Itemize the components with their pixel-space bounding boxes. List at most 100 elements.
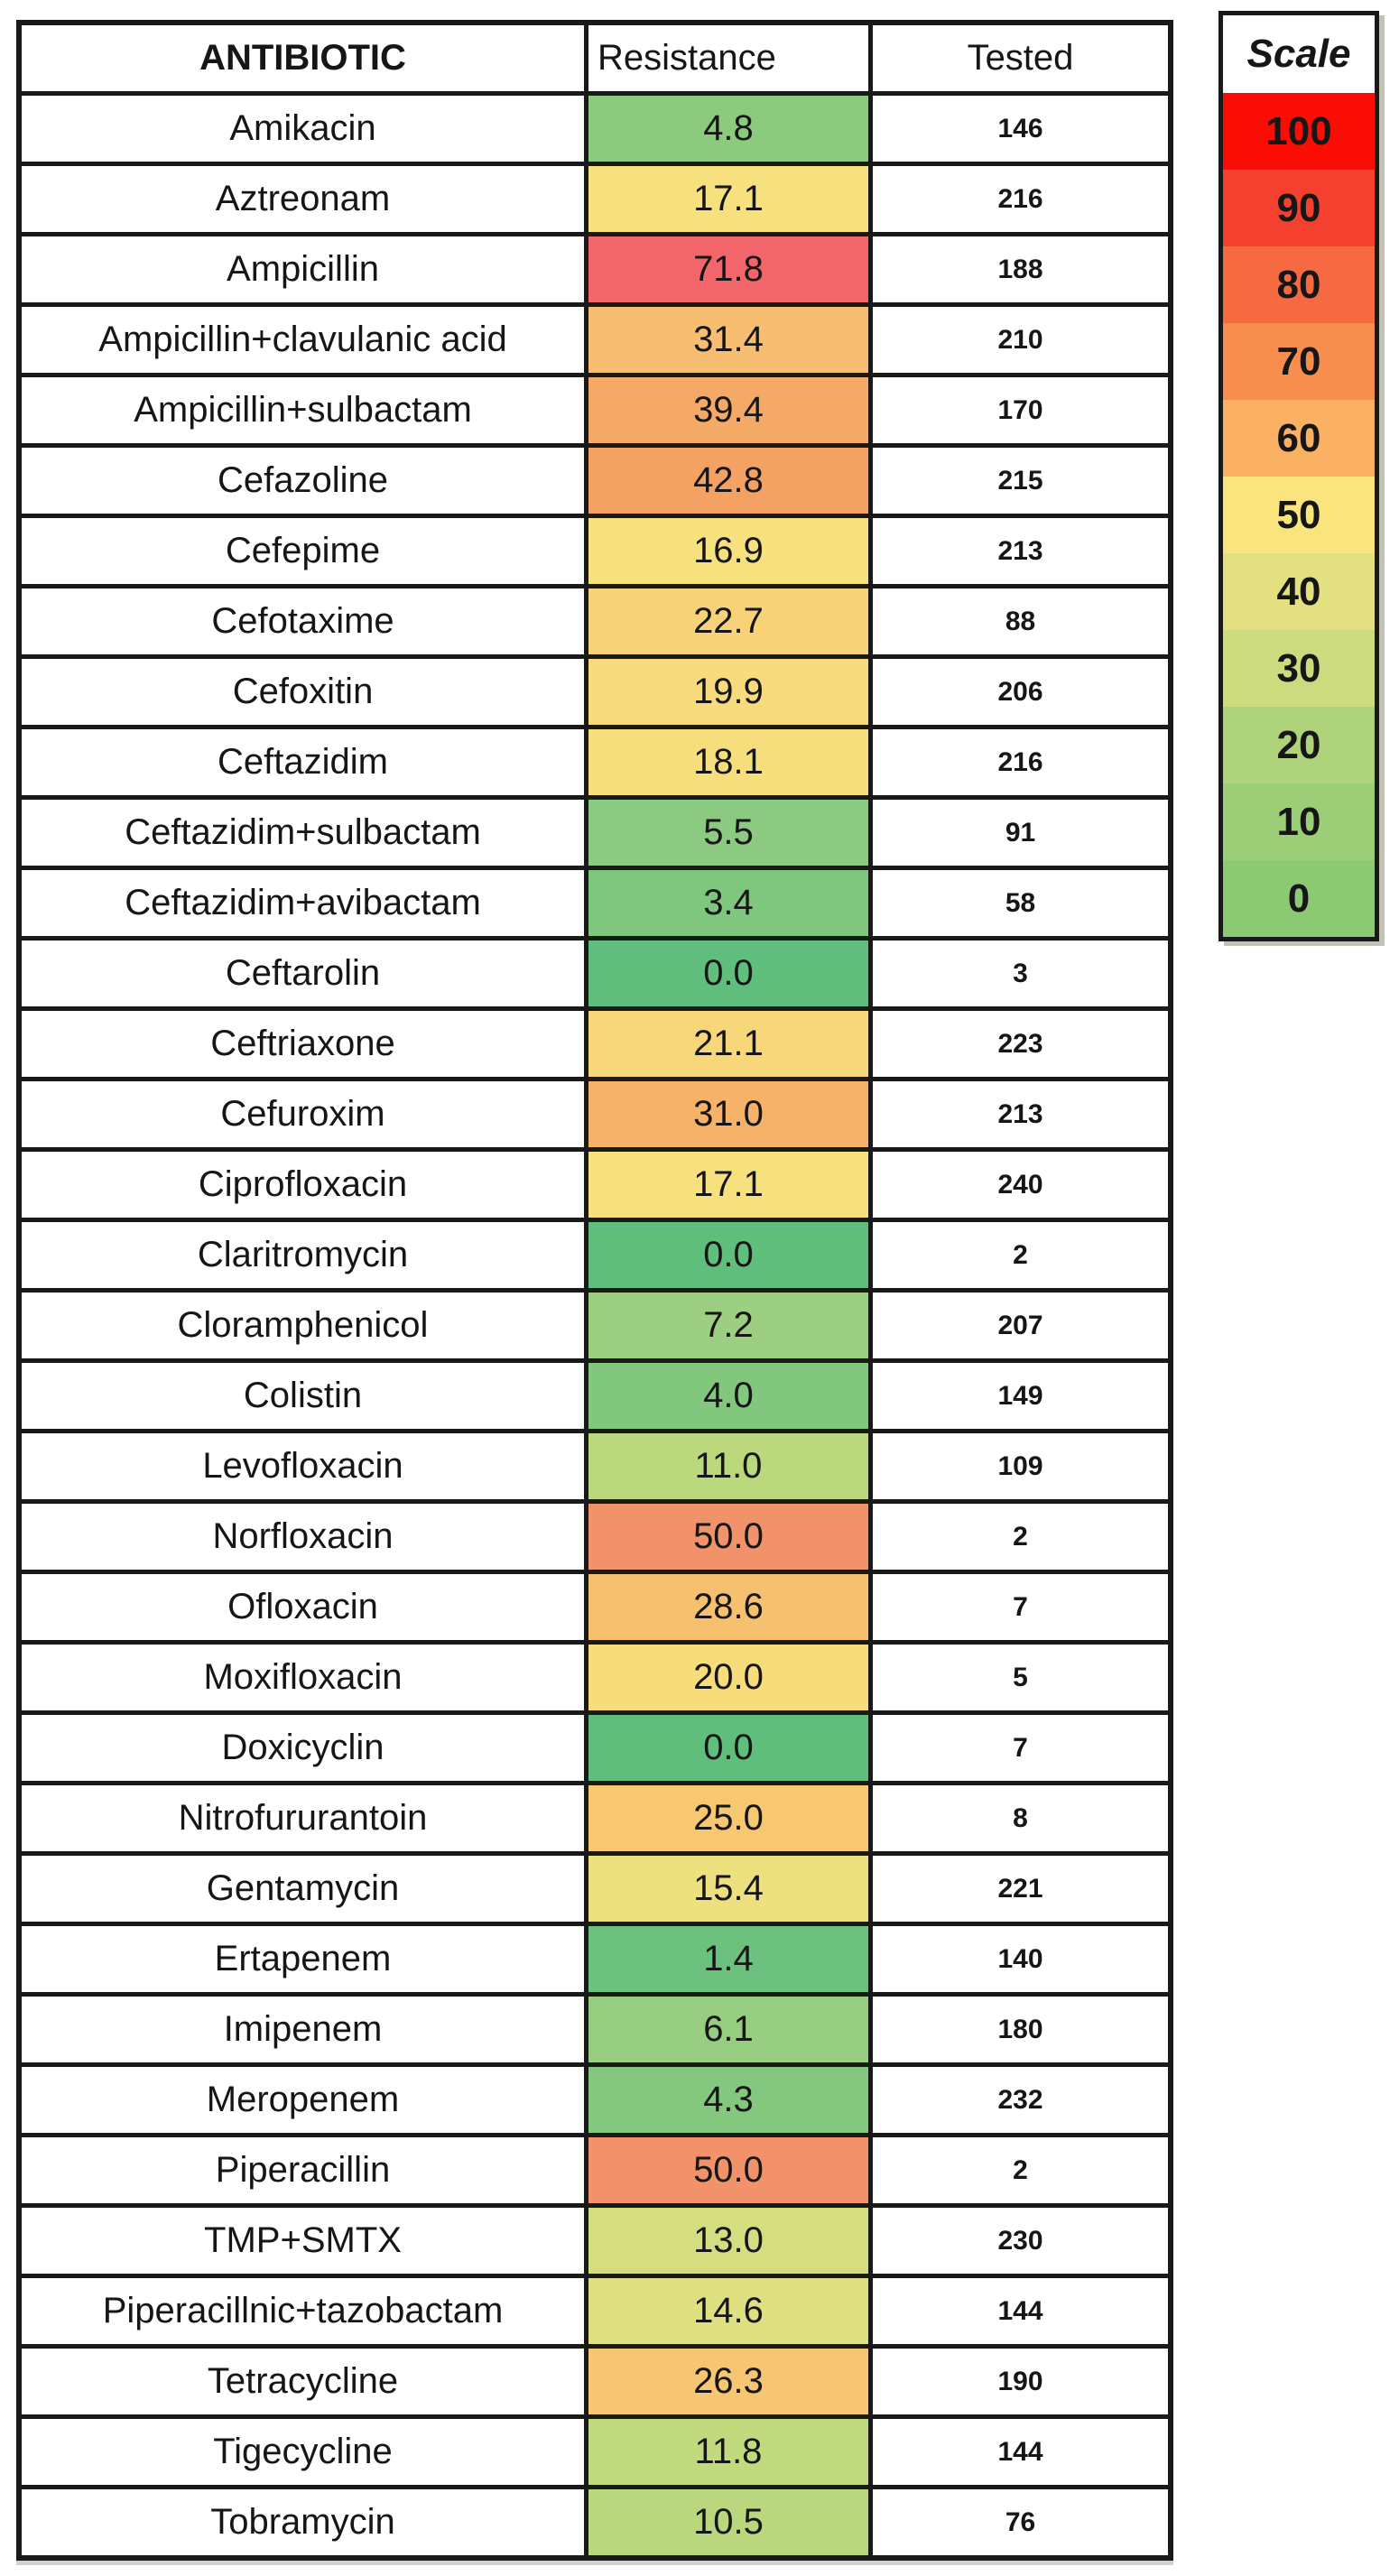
legend-step-label: 90 [1276,185,1321,230]
table-row: Piperacillin 50.0 2 [22,2137,1168,2208]
tested-count: 91 [1005,817,1036,848]
antibiotic-name: Ampicillin+sulbactam [22,377,588,443]
resistance-value-cell: 17.1 [588,166,873,232]
antibiotic-name: Ceftazidim+avibactam [22,870,588,936]
tested-count: 180 [997,2014,1043,2044]
resistance-value-cell: 10.5 [588,2489,873,2555]
resistance-value-cell: 71.8 [588,236,873,302]
legend-step-label: 60 [1276,415,1321,460]
legend-step-label: 40 [1276,569,1321,614]
resistance-value-cell: 22.7 [588,588,873,654]
tested-count: 188 [997,254,1043,284]
tested-count: 146 [997,113,1043,144]
resistance-value-cell: 1.4 [588,1926,873,1992]
tested-count: 109 [997,1450,1043,1481]
resistance-value-cell: 28.6 [588,1574,873,1640]
table-row: Tigecycline 11.8 144 [22,2419,1168,2489]
resistance-value-cell: 25.0 [588,1785,873,1851]
tested-count: 8 [1013,1802,1028,1833]
resistance-value-cell: 4.3 [588,2067,873,2133]
tested-count: 2 [1013,2154,1028,2185]
resistance-value-cell: 4.0 [588,1363,873,1429]
legend-step-label: 50 [1276,492,1321,537]
tested-count: 76 [1005,2507,1036,2537]
legend-step: 50 [1223,477,1375,553]
antibiotic-name: Levofloxacin [22,1433,588,1499]
resistance-value-cell: 20.0 [588,1645,873,1710]
resistance-value-cell: 0.0 [588,941,873,1006]
antibiotic-name: TMP+SMTX [22,2208,588,2274]
antibiotic-name: Gentamycin [22,1856,588,1922]
table-row: Ceftazidim 18.1 216 [22,729,1168,800]
tested-count: 216 [997,183,1043,214]
legend-step: 30 [1223,630,1375,707]
legend-step-label: 100 [1265,108,1332,153]
antibiotic-name: Ampicillin [22,236,588,302]
tested-count: 210 [997,324,1043,355]
tested-count: 2 [1013,1239,1028,1270]
legend-step: 10 [1223,783,1375,860]
table-row: Ceftazidim+sulbactam 5.5 91 [22,800,1168,870]
resistance-value-cell: 42.8 [588,448,873,514]
tested-count: 3 [1013,958,1028,988]
legend-step-label: 10 [1276,799,1321,844]
antibiotic-name: Cloramphenicol [22,1293,588,1358]
table-row: Cefepime 16.9 213 [22,518,1168,588]
antibiotic-name: Ceftarolin [22,941,588,1006]
tested-count: 223 [997,1028,1043,1059]
tested-count: 144 [997,2295,1043,2326]
table-header-row: ANTIBIOTIC Resistance Tested [22,25,1168,96]
tested-count: 5 [1013,1662,1028,1692]
table-row: Ampicillin 71.8 188 [22,236,1168,307]
table-row: Ceftazidim+avibactam 3.4 58 [22,870,1168,941]
table-row: Ertapenem 1.4 140 [22,1926,1168,1997]
antibiotic-name: Meropenem [22,2067,588,2133]
table-row: Colistin 4.0 149 [22,1363,1168,1433]
legend-step: 100 [1223,93,1375,170]
tested-count: 206 [997,676,1043,707]
resistance-value-cell: 18.1 [588,729,873,795]
tested-count: 2 [1013,1521,1028,1552]
antibiotic-name: Ofloxacin [22,1574,588,1640]
table-row: Norfloxacin 50.0 2 [22,1504,1168,1574]
antibiotic-name: Aztreonam [22,166,588,232]
legend-step-label: 0 [1287,876,1311,921]
resistance-value-cell: 39.4 [588,377,873,443]
resistance-value-cell: 14.6 [588,2278,873,2344]
table-row: Gentamycin 15.4 221 [22,1856,1168,1926]
antibiotic-name: Cefoxitin [22,659,588,725]
antibiotic-name: Piperacillin [22,2137,588,2203]
tested-count: 215 [997,465,1043,496]
legend-step: 90 [1223,170,1375,246]
resistance-value-cell: 7.2 [588,1293,873,1358]
column-header-antibiotic: ANTIBIOTIC [22,25,588,91]
antibiotic-name: Cefepime [22,518,588,584]
antibiotic-name: Ampicillin+clavulanic acid [22,307,588,373]
table-row: Ampicillin+clavulanic acid 31.4 210 [22,307,1168,377]
resistance-value-cell: 31.0 [588,1081,873,1147]
resistance-value-cell: 0.0 [588,1222,873,1288]
antibiotic-name: Ertapenem [22,1926,588,1992]
antibiotic-name: Ceftazidim [22,729,588,795]
column-header-resistance: Resistance [588,25,873,91]
tested-count: 144 [997,2436,1043,2467]
table-row: Moxifloxacin 20.0 5 [22,1645,1168,1715]
antibiotic-name: Nitrofururantoin [22,1785,588,1851]
tested-count: 216 [997,746,1043,777]
antibiotic-name: Ceftriaxone [22,1011,588,1077]
antibiotic-name: Cefazoline [22,448,588,514]
table-row: Cefoxitin 19.9 206 [22,659,1168,729]
legend-step-label: 80 [1276,262,1321,307]
legend-steps: 100 90 80 70 60 50 40 30 20 10 0 [1223,93,1375,937]
tested-count: 221 [997,1873,1043,1904]
antibiotic-name: Tigecycline [22,2419,588,2485]
antibiotic-name: Cefotaxime [22,588,588,654]
legend-step: 40 [1223,553,1375,630]
table-row: Ampicillin+sulbactam 39.4 170 [22,377,1168,448]
table-row: Cefuroxim 31.0 213 [22,1081,1168,1152]
legend-step-label: 30 [1276,645,1321,690]
table-row: Cefotaxime 22.7 88 [22,588,1168,659]
table-row: Ceftriaxone 21.1 223 [22,1011,1168,1081]
column-header-tested: Tested [873,25,1168,91]
table-row: Doxicyclin 0.0 7 [22,1715,1168,1785]
